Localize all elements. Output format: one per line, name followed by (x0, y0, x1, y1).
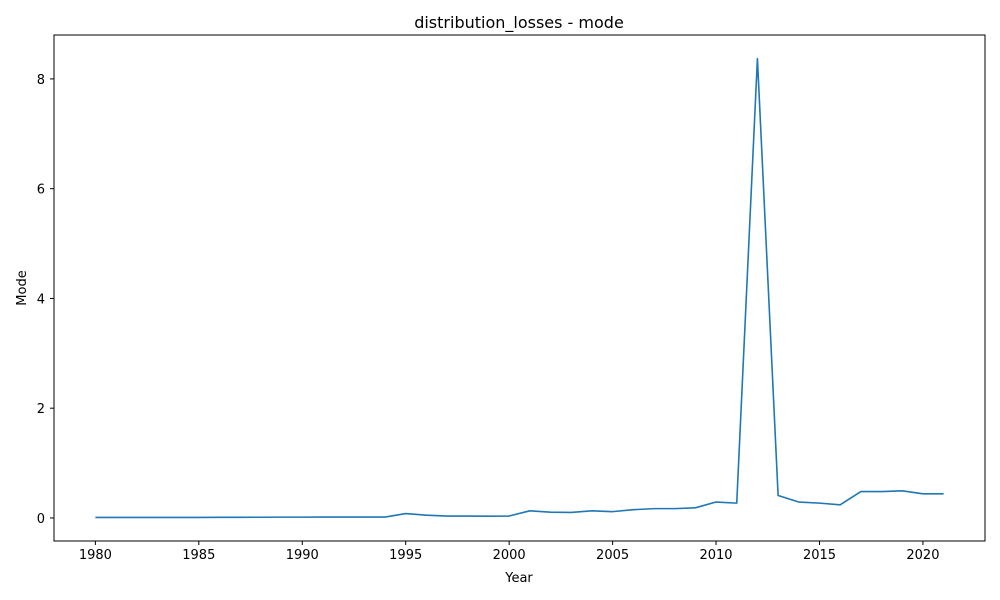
y-tick-label: 6 (37, 183, 45, 198)
x-tick-label: 1985 (182, 548, 215, 563)
x-tick-label: 1995 (389, 548, 422, 563)
y-axis-label: Mode (15, 270, 30, 305)
y-tick-label: 8 (37, 73, 45, 88)
x-tick-label: 2000 (493, 548, 526, 563)
y-tick-label: 4 (37, 292, 45, 307)
series-line (95, 57, 944, 519)
x-axis-label: Year (504, 571, 533, 586)
x-tick-label: 2005 (596, 548, 629, 563)
x-tick-label: 1980 (79, 548, 112, 563)
x-axis: 1980 1985 1990 1995 2000 2005 2010 2015 2020 (79, 541, 939, 563)
x-tick-label: 1990 (286, 548, 319, 563)
chart-title: distribution_losses - mode (414, 13, 624, 33)
y-axis: 0 2 4 6 8 (37, 73, 54, 527)
y-tick-label: 0 (37, 512, 45, 527)
plot-frame (53, 34, 986, 542)
x-tick-label: 2010 (699, 548, 732, 563)
x-tick-label: 2020 (906, 548, 939, 563)
plot-area (53, 34, 986, 542)
y-tick-label: 2 (37, 402, 45, 417)
x-tick-label: 2015 (803, 548, 836, 563)
